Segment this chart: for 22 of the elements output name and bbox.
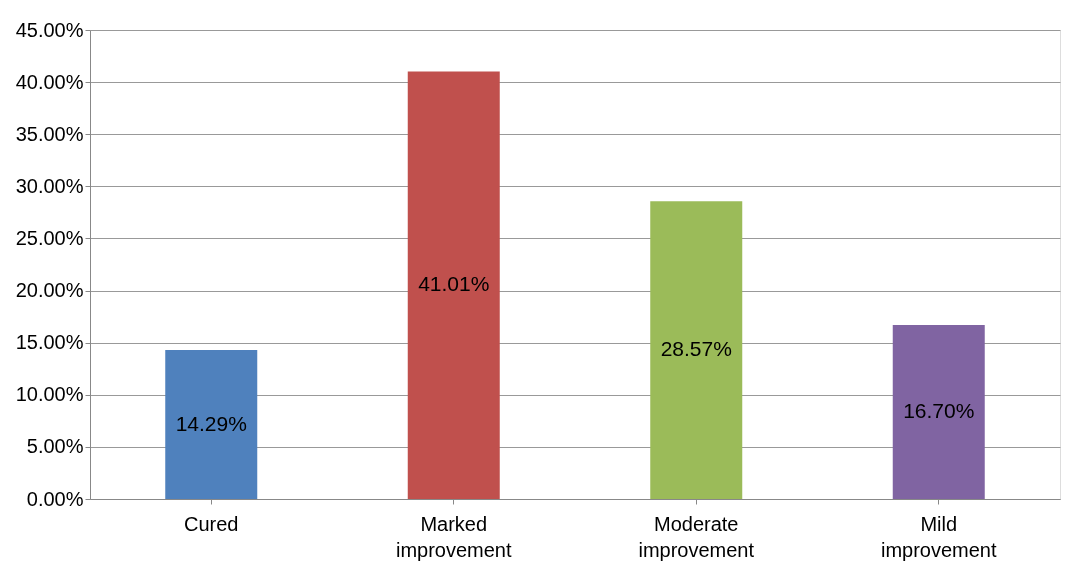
y-tick-label: 40.00% [15, 70, 84, 93]
bar [165, 350, 258, 499]
y-tick-label: 35.00% [15, 122, 84, 145]
y-tick-label: 15.00% [15, 331, 84, 354]
y-tick-label: 30.00% [15, 174, 84, 197]
bar [650, 201, 743, 499]
y-tick-label: 25.00% [15, 226, 84, 249]
y-tick-label: 10.00% [15, 383, 84, 406]
data-label: 16.70% [903, 398, 975, 422]
y-tick-label: 5.00% [26, 435, 84, 458]
bar [407, 71, 500, 499]
x-tick-label: Cured [184, 512, 239, 535]
y-tick-label: 0.00% [26, 487, 84, 510]
y-tick-label: 20.00% [15, 279, 84, 302]
y-tick-label: 45.00% [15, 18, 84, 41]
data-label: 28.57% [660, 337, 732, 361]
bar [892, 324, 985, 499]
x-tick-label: Moderate improvement [638, 512, 755, 561]
data-label: 14.29% [175, 411, 247, 435]
x-tick-label: Mild improvement [880, 512, 997, 561]
x-tick-label: Marked improvement [395, 512, 512, 561]
data-label: 41.01% [418, 272, 490, 296]
